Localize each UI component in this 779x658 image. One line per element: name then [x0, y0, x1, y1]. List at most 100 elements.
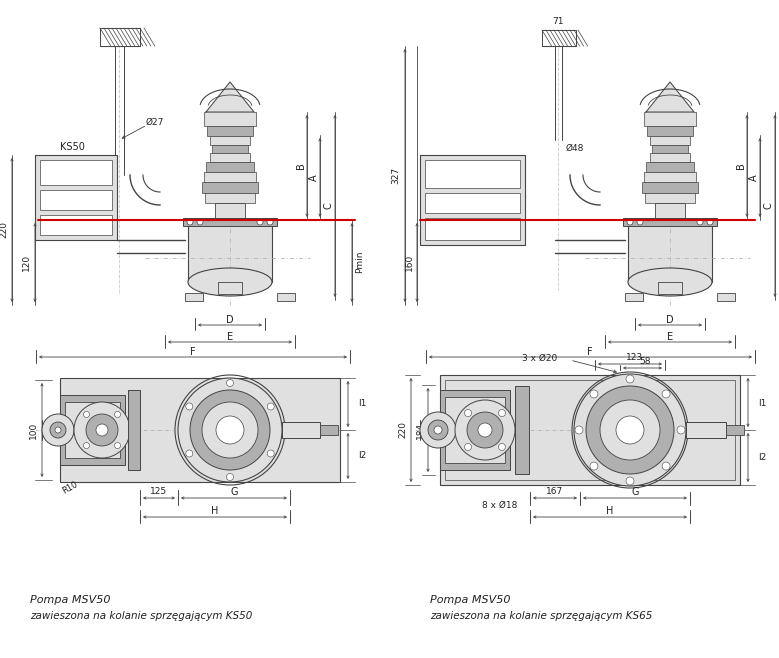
Circle shape	[257, 219, 263, 225]
Text: zawieszona na kolanie sprzęgającym KS65: zawieszona na kolanie sprzęgającym KS65	[430, 611, 652, 621]
Circle shape	[499, 443, 506, 451]
Circle shape	[227, 474, 234, 480]
Bar	[204, 172, 256, 182]
Circle shape	[616, 416, 644, 444]
Circle shape	[115, 411, 121, 417]
Bar	[320, 425, 338, 435]
Circle shape	[455, 400, 515, 460]
Text: zawieszona na kolanie sprzęgającym KS50: zawieszona na kolanie sprzęgającym KS50	[30, 611, 252, 621]
Bar	[625, 293, 643, 301]
Circle shape	[499, 409, 506, 417]
Circle shape	[464, 443, 471, 451]
Circle shape	[86, 414, 118, 446]
Bar	[183, 218, 277, 226]
Circle shape	[187, 219, 193, 225]
Circle shape	[464, 409, 471, 417]
Text: 125: 125	[150, 488, 167, 497]
Bar	[445, 380, 735, 480]
Circle shape	[83, 443, 90, 449]
Bar	[645, 193, 695, 203]
Text: Ø200: Ø200	[498, 170, 520, 180]
Bar	[100, 28, 140, 46]
Bar	[542, 30, 576, 46]
Text: D: D	[666, 315, 674, 325]
Text: Ø145-Ø160: Ø145-Ø160	[477, 199, 520, 209]
Circle shape	[590, 390, 598, 398]
Circle shape	[186, 450, 192, 457]
Bar	[282, 422, 320, 438]
Circle shape	[590, 462, 598, 470]
Bar	[642, 182, 698, 193]
Circle shape	[434, 426, 442, 434]
Circle shape	[586, 386, 674, 474]
Text: 123: 123	[626, 353, 643, 363]
Bar	[658, 282, 682, 294]
Bar	[425, 160, 520, 188]
Text: B: B	[296, 163, 306, 169]
Circle shape	[575, 426, 583, 434]
Text: B: B	[736, 163, 746, 169]
Bar	[440, 390, 510, 470]
Bar	[650, 153, 690, 162]
Text: C: C	[324, 203, 334, 209]
Text: A: A	[749, 174, 759, 181]
Bar	[35, 155, 117, 240]
Bar	[185, 293, 203, 301]
Circle shape	[707, 219, 713, 225]
Circle shape	[267, 219, 273, 225]
Text: 184: 184	[415, 421, 425, 439]
Text: R10: R10	[61, 480, 79, 496]
Bar	[204, 112, 256, 126]
Bar	[644, 172, 696, 182]
Text: 58: 58	[640, 357, 650, 367]
Bar	[440, 375, 740, 485]
Bar	[40, 160, 112, 185]
Ellipse shape	[628, 268, 712, 296]
Bar	[128, 390, 140, 470]
Bar	[65, 402, 120, 458]
Bar	[277, 293, 295, 301]
Circle shape	[42, 414, 74, 446]
Text: l2: l2	[358, 451, 366, 461]
Bar	[207, 126, 253, 136]
Text: Pompa MSV50: Pompa MSV50	[430, 595, 510, 605]
Circle shape	[202, 402, 258, 458]
Circle shape	[627, 219, 633, 225]
Text: 160: 160	[404, 253, 414, 270]
Ellipse shape	[188, 268, 272, 296]
Text: Dn65: Dn65	[498, 226, 520, 234]
Bar	[717, 293, 735, 301]
Bar	[425, 193, 520, 213]
Circle shape	[600, 400, 660, 460]
Circle shape	[227, 380, 234, 386]
Circle shape	[428, 420, 448, 440]
Circle shape	[420, 412, 456, 448]
Text: A: A	[309, 174, 319, 181]
Bar	[40, 215, 112, 235]
Circle shape	[662, 462, 670, 470]
Bar	[60, 378, 340, 482]
Circle shape	[637, 219, 643, 225]
Text: F: F	[190, 347, 196, 357]
Circle shape	[267, 403, 274, 410]
Text: KS50: KS50	[59, 142, 84, 152]
Text: l1: l1	[758, 399, 767, 407]
Bar	[686, 422, 726, 438]
Bar	[210, 136, 250, 145]
Circle shape	[467, 412, 503, 448]
Text: Ø40: Ø40	[59, 168, 76, 178]
Circle shape	[267, 450, 274, 457]
Bar	[644, 112, 696, 126]
Circle shape	[697, 219, 703, 225]
Bar	[188, 220, 272, 282]
Text: Ø48: Ø48	[566, 143, 584, 153]
Text: G: G	[631, 487, 639, 497]
Circle shape	[662, 390, 670, 398]
Text: 220: 220	[0, 222, 9, 238]
Text: H: H	[211, 506, 219, 516]
Bar	[726, 425, 744, 435]
Bar	[212, 145, 248, 153]
Text: G: G	[231, 487, 238, 497]
Circle shape	[216, 416, 244, 444]
Bar	[215, 203, 245, 221]
